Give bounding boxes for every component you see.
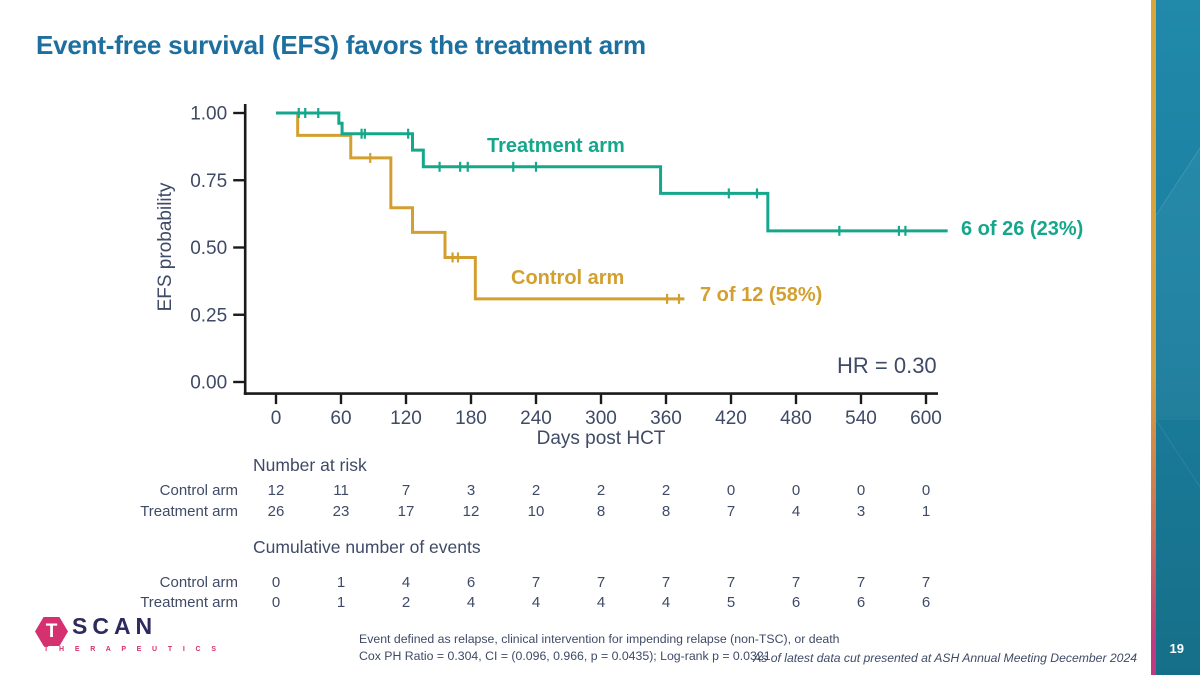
table-cell: 4 [401,574,411,591]
table-cell: 0 [271,574,281,591]
table-row-label: Control arm [159,574,238,591]
table-cell: 4 [596,594,606,611]
table-cell: 26 [267,503,285,520]
control-curve [276,111,685,301]
footnote-line-1: Event defined as relapse, clinical inter… [359,632,840,646]
table-cell: 3 [466,482,476,499]
table-cell: 0 [271,594,281,611]
table-cell: 17 [397,503,415,520]
y-axis-label: EFS probability [155,182,176,312]
page-title: Event-free survival (EFS) favors the tre… [36,30,646,60]
table-cell: 23 [332,503,350,520]
table-row-label: Treatment arm [140,503,238,520]
x-tick-label: 0 [271,408,282,429]
table-cell: 0 [791,482,801,499]
side-band [1156,0,1200,675]
x-tick-label: 480 [780,408,812,429]
table-cell: 7 [921,574,931,591]
y-tick-label: 0.00 [190,373,227,394]
table-cell: 6 [921,594,931,611]
table-cell: 6 [466,574,476,591]
table-row-label: Control arm [159,482,238,499]
table-cell: 12 [267,482,285,499]
x-tick-label: 420 [715,408,747,429]
table-cell: 4 [531,594,541,611]
y-tick-label: 1.00 [190,104,227,125]
table-cell: 0 [921,482,931,499]
table-cell: 1 [921,503,931,520]
tscan-logo: T SCAN T H E R A P E U T I C S [35,612,216,662]
y-tick-label: 0.50 [190,238,227,259]
table-cell: 10 [527,503,545,520]
table-cell: 7 [661,574,671,591]
control-endpoint-label: 7 of 12 (58%) [700,284,823,306]
control-arm-label: Control arm [511,267,625,289]
table-row-label: Treatment arm [140,594,238,611]
table-cell: 6 [791,594,801,611]
page-number: 19 [1169,641,1184,656]
y-tick-label: 0.75 [190,171,227,192]
table-cell: 0 [726,482,736,499]
accent-stripe [1151,0,1156,675]
table-cell: 4 [661,594,671,611]
table-heading: Cumulative number of events [253,537,481,557]
table-cell: 0 [856,482,866,499]
footnote-line-2: Cox PH Ratio = 0.304, CI = (0.096, 0.966… [359,649,771,663]
x-tick-label: 180 [455,408,487,429]
treatment-arm-label: Treatment arm [487,135,625,157]
hazard-ratio-label: HR = 0.30 [837,353,937,378]
logo-t: T [45,621,58,642]
table-cell: 7 [401,482,411,499]
table-cell: 11 [333,482,349,499]
footnote: Event defined as relapse, clinical inter… [359,631,840,665]
table-cell: 4 [791,503,801,520]
table-cell: 7 [726,574,736,591]
x-tick-label: 360 [650,408,682,429]
table-cell: 7 [791,574,801,591]
source-note: As of latest data cut presented at ASH A… [753,651,1137,665]
table-cell: 4 [466,594,476,611]
treatment-curve [276,111,948,233]
table-heading: Number at risk [253,455,367,475]
y-tick-label: 0.25 [190,305,227,326]
x-tick-label: 60 [330,408,351,429]
x-tick-label: 540 [845,408,877,429]
table-cell: 6 [856,594,866,611]
table-cell: 2 [531,482,541,499]
table-cell: 7 [596,574,606,591]
table-cell: 12 [462,503,480,520]
x-tick-label: 300 [585,408,617,429]
x-tick-label: 120 [390,408,422,429]
table-cell: 3 [856,503,866,520]
treatment-endpoint-label: 6 of 26 (23%) [961,218,1084,240]
table-cell: 2 [661,482,671,499]
table-cell: 5 [726,594,736,611]
x-tick-label: 600 [910,408,942,429]
table-cell: 7 [726,503,736,520]
table-cell: 2 [596,482,606,499]
logo-hexagon-icon: T [35,617,68,646]
x-tick-label: 240 [520,408,552,429]
table-cell: 1 [336,594,346,611]
logo-name: SCAN [72,613,158,639]
table-cell: 8 [661,503,671,520]
x-axis-label: Days post HCT [536,428,666,449]
table-cell: 1 [336,574,346,591]
table-cell: 7 [856,574,866,591]
table-cell: 8 [596,503,606,520]
table-cell: 2 [401,594,411,611]
logo-subtitle: T H E R A P E U T I C S [44,646,221,653]
table-cell: 7 [531,574,541,591]
band-facets [1156,147,1200,488]
